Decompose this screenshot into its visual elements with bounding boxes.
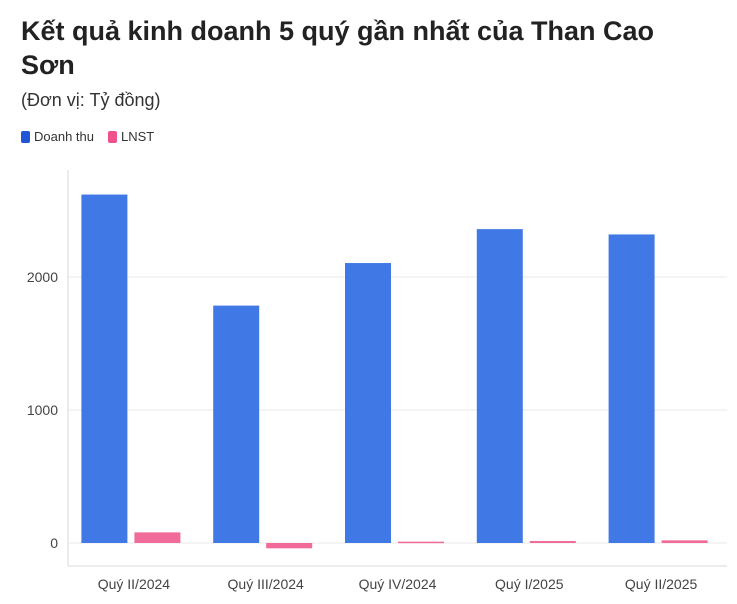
legend-swatch-revenue xyxy=(21,130,30,143)
legend: Doanh thu LNST xyxy=(21,129,154,144)
bar-revenue-2 xyxy=(213,305,260,543)
x-tick-labels: Quý II/2024 Quý III/2024 Quý IV/2024 Quý I/… xyxy=(98,576,698,592)
bars xyxy=(81,194,708,549)
x-tick-label: Quý IV/2024 xyxy=(359,576,437,592)
y-tick-labels: 0 1000 2000 xyxy=(27,269,58,551)
bar-profit-3 xyxy=(398,541,444,544)
legend-label-revenue: Doanh thu xyxy=(34,129,94,144)
x-tick-label: Quý II/2025 xyxy=(625,576,698,592)
bar-revenue-1 xyxy=(81,194,128,544)
bar-profit-4 xyxy=(529,541,576,543)
bar-revenue-3 xyxy=(345,263,391,543)
chart-title: Kết quả kinh doanh 5 quý gần nhất của Th… xyxy=(21,16,655,80)
y-tick-label: 2000 xyxy=(27,269,58,285)
x-tick-label: Quý II/2024 xyxy=(98,576,171,592)
bar-profit-1 xyxy=(134,532,181,543)
x-tick-label: Quý I/2025 xyxy=(495,576,564,592)
y-tick-label: 1000 xyxy=(27,402,58,418)
bar-profit-5 xyxy=(661,540,708,543)
legend-item-revenue: Doanh thu xyxy=(21,129,94,144)
chart-subtitle: (Đơn vị: Tỷ đồng) xyxy=(21,90,161,110)
legend-label-profit: LNST xyxy=(121,129,155,144)
x-tick-label: Quý III/2024 xyxy=(228,576,304,592)
y-tick-label: 0 xyxy=(50,535,58,551)
legend-item-profit: LNST xyxy=(108,129,154,144)
bar-revenue-5 xyxy=(608,234,655,543)
bar-revenue-4 xyxy=(476,229,523,543)
bar-profit-2 xyxy=(266,543,313,549)
legend-swatch-profit xyxy=(108,130,117,143)
